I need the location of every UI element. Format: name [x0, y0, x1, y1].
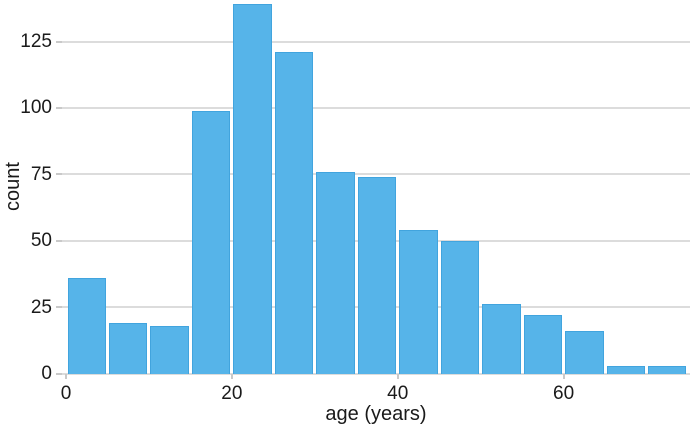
x-tick-label: 40 — [387, 382, 409, 404]
histogram-bar — [440, 240, 480, 374]
x-tick-mark — [65, 374, 67, 379]
histogram-bar — [648, 365, 687, 374]
y-gridline — [62, 106, 690, 109]
y-gridline — [62, 173, 690, 176]
y-tick-label: 75 — [30, 163, 52, 185]
y-tick-label: 125 — [20, 31, 52, 52]
x-tick-mark — [396, 374, 399, 379]
y-gridline — [62, 40, 690, 43]
histogram-bar — [357, 176, 397, 374]
y-tick-mark — [56, 106, 62, 109]
histogram-bar — [606, 365, 646, 374]
y-axis-label: count — [2, 162, 24, 212]
histogram-bar — [316, 171, 355, 374]
y-tick-mark — [56, 173, 62, 176]
histogram-bar — [191, 110, 231, 374]
y-tick-mark — [56, 372, 62, 375]
histogram-bar — [67, 277, 106, 374]
x-tick-mark — [230, 374, 233, 379]
x-tick-mark — [562, 374, 565, 379]
histogram-bar — [565, 331, 604, 374]
histogram-bar — [233, 4, 272, 374]
y-tick-label: 25 — [30, 296, 52, 318]
histogram-bar — [482, 304, 521, 374]
y-tick-mark — [56, 306, 62, 309]
y-tick-label: 100 — [20, 97, 52, 119]
y-tick-mark — [56, 239, 62, 242]
x-tick-label: 0 — [60, 382, 72, 404]
x-tick-label: 20 — [221, 382, 243, 404]
x-axis-label: age (years) — [325, 403, 427, 425]
histogram-bar — [108, 323, 148, 374]
y-tick-mark — [56, 40, 62, 43]
y-tick-label: 50 — [30, 230, 52, 252]
histogram-bar — [523, 315, 563, 374]
histogram-bar — [274, 52, 314, 374]
x-tick-label: 60 — [553, 382, 575, 404]
histogram-bar — [399, 230, 438, 374]
histogram-bar — [150, 325, 189, 374]
y-tick-label: 0 — [41, 363, 52, 384]
